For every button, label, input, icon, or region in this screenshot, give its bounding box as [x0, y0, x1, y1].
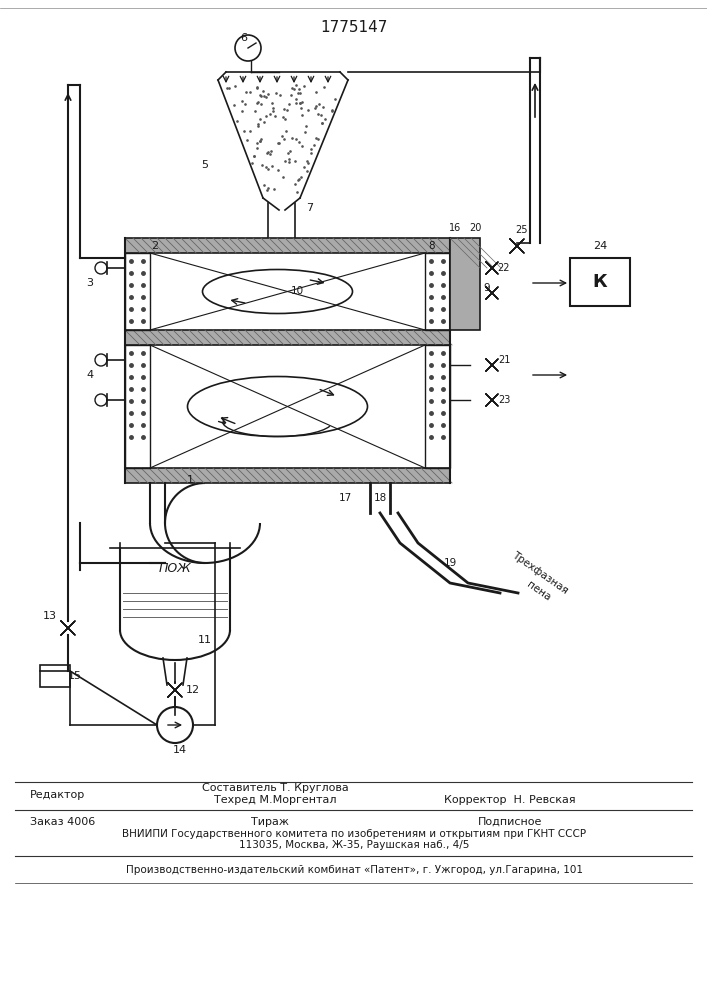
Text: К: К — [592, 273, 607, 291]
Text: 14: 14 — [173, 745, 187, 755]
Text: Составитель Т. Круглова: Составитель Т. Круглова — [201, 783, 349, 793]
Text: 113035, Москва, Ж-35, Раушская наб., 4/5: 113035, Москва, Ж-35, Раушская наб., 4/5 — [239, 840, 469, 850]
Bar — [125, 330, 450, 345]
Text: Техред М.Моргентал: Техред М.Моргентал — [214, 795, 337, 805]
Text: 4: 4 — [86, 370, 93, 380]
Text: 2: 2 — [151, 241, 158, 251]
Text: 15: 15 — [68, 671, 82, 681]
Text: ПОЖ: ПОЖ — [158, 562, 192, 574]
Text: 6: 6 — [240, 33, 247, 43]
Text: 11: 11 — [198, 635, 212, 645]
Text: 12: 12 — [186, 685, 200, 695]
Text: 3: 3 — [86, 278, 93, 288]
Text: Тираж: Тираж — [251, 817, 289, 827]
Text: пена: пена — [525, 579, 552, 603]
Text: ВНИИПИ Государственного комитета по изобретениям и открытиям при ГКНТ СССР: ВНИИПИ Государственного комитета по изоб… — [122, 829, 586, 839]
Text: 25: 25 — [515, 225, 528, 235]
Text: Заказ 4006: Заказ 4006 — [30, 817, 95, 827]
Text: 20: 20 — [469, 223, 481, 233]
Text: 23: 23 — [498, 395, 510, 405]
Text: 1: 1 — [187, 475, 194, 485]
Text: 9: 9 — [484, 283, 491, 293]
Text: Подписное: Подписное — [478, 817, 542, 827]
Bar — [125, 253, 150, 330]
Bar — [425, 253, 450, 330]
Bar — [40, 665, 70, 687]
Bar — [125, 468, 450, 483]
Text: 5: 5 — [201, 160, 209, 170]
Text: 21: 21 — [498, 355, 510, 365]
Text: 13: 13 — [43, 611, 57, 621]
Text: 24: 24 — [593, 241, 607, 251]
Text: 7: 7 — [306, 203, 314, 213]
Text: 16: 16 — [449, 223, 461, 233]
Bar — [570, 258, 630, 306]
Text: 22: 22 — [498, 263, 510, 273]
Bar — [125, 238, 450, 253]
Bar — [450, 238, 480, 330]
Text: Корректор  Н. Ревская: Корректор Н. Ревская — [444, 795, 575, 805]
Text: 17: 17 — [339, 493, 351, 503]
Text: Редактор: Редактор — [30, 790, 86, 800]
Text: 8: 8 — [428, 241, 436, 251]
Text: 18: 18 — [373, 493, 387, 503]
Text: 19: 19 — [443, 558, 457, 568]
Text: Трехфазная: Трехфазная — [510, 550, 570, 596]
Text: 10: 10 — [291, 286, 304, 296]
Bar — [425, 345, 450, 468]
Text: Производственно-издательский комбинат «Патент», г. Ужгород, ул.Гагарина, 101: Производственно-издательский комбинат «П… — [126, 865, 583, 875]
Text: 1775147: 1775147 — [320, 20, 387, 35]
Bar — [125, 345, 150, 468]
